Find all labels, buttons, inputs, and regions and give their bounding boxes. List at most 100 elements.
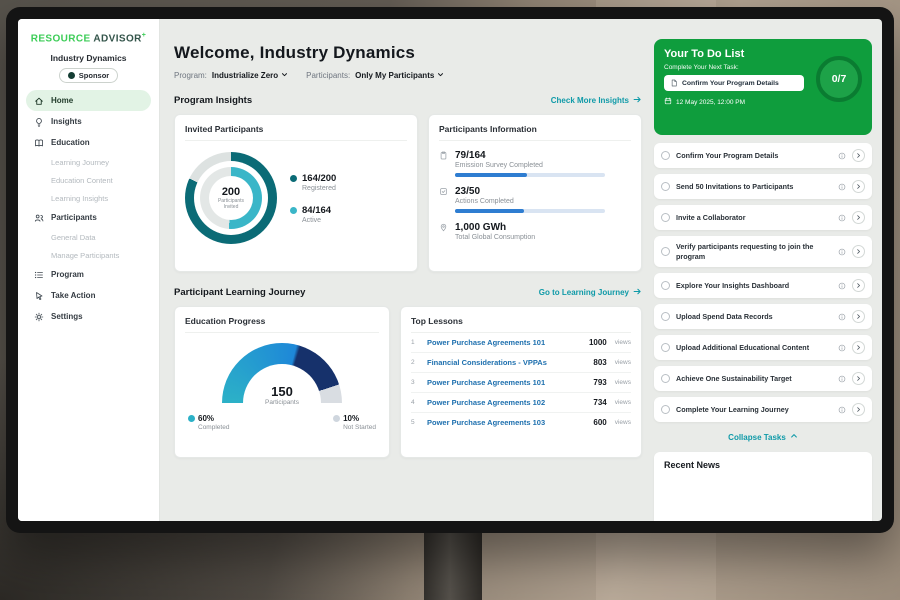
sidebar-item-settings[interactable]: Settings [26, 306, 151, 327]
lesson-rank: 3 [411, 379, 415, 386]
settings-icon [34, 312, 44, 322]
task-checkbox[interactable] [661, 405, 670, 415]
task-row[interactable]: Upload Additional Educational Content [654, 335, 872, 361]
sidebar: RESOURCE ADVISOR+ Industry Dynamics Spon… [18, 19, 160, 521]
chevron-down-icon [281, 71, 288, 80]
task-row[interactable]: Explore Your Insights Dashboard [654, 273, 872, 299]
sidebar-item-education-content[interactable]: Education Content [51, 175, 113, 185]
sidebar-item-education[interactable]: Education [26, 132, 151, 153]
check-more-insights-label: Check More Insights [550, 96, 629, 105]
info-icon[interactable] [838, 183, 846, 191]
screen: RESOURCE ADVISOR+ Industry Dynamics Spon… [18, 19, 882, 521]
lesson-link[interactable]: Power Purchase Agreements 101 [427, 378, 546, 387]
lesson-views-unit: views [614, 419, 631, 426]
todo-progress-ring: 0/7 [816, 56, 862, 102]
invited-center-value: 200 [221, 185, 241, 198]
sidebar-item-learning-journey[interactable]: Learning Journey [51, 157, 109, 167]
task-row[interactable]: Complete Your Learning Journey [654, 397, 872, 423]
sidebar-item-program[interactable]: Program [26, 264, 151, 285]
not-started-label: Not Started [343, 424, 376, 431]
participants-dropdown[interactable]: Only My Participants [355, 71, 444, 80]
invited-participants-card: Invited Participants 200 Participants In… [174, 114, 418, 272]
sidebar-item-home[interactable]: Home [26, 90, 151, 112]
task-label: Upload Spend Data Records [676, 312, 773, 322]
collapse-tasks-label: Collapse Tasks [728, 432, 786, 442]
sidebar-item-take-action[interactable]: Take Action [26, 285, 151, 306]
task-row[interactable]: Confirm Your Program Details [654, 143, 872, 168]
stat-global-consumption: 1,000 GWh Total Global Consumption [439, 222, 631, 241]
lesson-link[interactable]: Power Purchase Agreements 103 [427, 418, 546, 427]
info-icon[interactable] [838, 152, 846, 160]
stat-emission-survey: 79/164 Emission Survey Completed [439, 150, 631, 177]
info-icon[interactable] [838, 214, 846, 222]
sponsor-badge: Sponsor [58, 68, 119, 84]
registered-label: Registered [302, 184, 336, 192]
info-icon[interactable] [838, 313, 846, 321]
sidebar-item-manage-participants[interactable]: Manage Participants [51, 250, 120, 260]
program-dropdown[interactable]: Industrialize Zero [212, 71, 288, 80]
task-checkbox[interactable] [661, 312, 670, 322]
education-center-value: 150 [271, 384, 293, 399]
global-consumption-value: 1,000 GWh [455, 222, 507, 233]
info-icon[interactable] [838, 248, 846, 256]
collapse-tasks-link[interactable]: Collapse Tasks [722, 431, 804, 443]
task-checkbox[interactable] [661, 182, 670, 191]
task-checkbox[interactable] [661, 281, 670, 291]
task-label: Verify participants requesting to join t… [676, 242, 814, 261]
not-started-pct: 10% [343, 414, 360, 423]
task-label: Invite a Collaborator [676, 212, 746, 222]
chevron-right-icon [852, 211, 865, 224]
next-task-box[interactable]: Confirm Your Program Details [664, 75, 804, 91]
task-row[interactable]: Verify participants requesting to join t… [654, 236, 872, 268]
task-checkbox[interactable] [661, 213, 670, 222]
lesson-views-unit: views [614, 379, 631, 386]
sidebar-item-label: Education [51, 138, 90, 148]
task-checkbox[interactable] [661, 151, 670, 160]
emission-survey-progress-bar [455, 173, 605, 177]
sidebar-item-label: Participants [51, 213, 97, 223]
chevron-up-icon [790, 432, 798, 442]
go-to-learning-journey-link[interactable]: Go to Learning Journey [539, 287, 642, 298]
task-row[interactable]: Achieve One Sustainability Target [654, 366, 872, 392]
sidebar-item-participants[interactable]: Participants [26, 207, 151, 228]
lesson-rank: 2 [411, 359, 415, 366]
legend-item-not-started: 10% Not Started [333, 414, 376, 431]
sidebar-item-label: Insights [51, 117, 82, 127]
recent-news-title: Recent News [664, 460, 721, 471]
app-logo: RESOURCE ADVISOR+ [18, 32, 159, 44]
sidebar-item-insights[interactable]: Insights [26, 111, 151, 132]
task-label: Upload Additional Educational Content [676, 343, 810, 353]
task-checkbox[interactable] [661, 247, 670, 257]
task-row[interactable]: Upload Spend Data Records [654, 304, 872, 330]
program-icon [34, 270, 44, 280]
legend-item-active: 84/164 Active [290, 205, 336, 224]
check-more-insights-link[interactable]: Check More Insights [551, 95, 642, 106]
org-name: Industry Dynamics [50, 53, 127, 64]
lesson-views: 793 [593, 378, 607, 387]
task-row[interactable]: Invite a Collaborator [654, 205, 872, 230]
lesson-link[interactable]: Power Purchase Agreements 102 [427, 398, 546, 407]
task-row[interactable]: Send 50 Invitations to Participants [654, 174, 872, 199]
sidebar-item-general-data[interactable]: General Data [51, 232, 96, 242]
active-value: 84/164 [302, 204, 332, 216]
lesson-views: 734 [593, 398, 607, 407]
completed-pct: 60% [198, 414, 215, 423]
chevron-right-icon [852, 310, 865, 324]
lesson-link[interactable]: Power Purchase Agreements 101 [427, 338, 546, 347]
lesson-views: 803 [593, 358, 607, 367]
sidebar-item-learning-insights[interactable]: Learning Insights [51, 193, 109, 203]
info-icon[interactable] [838, 282, 846, 290]
not-started-dot-icon [333, 415, 341, 422]
arrow-right-icon [633, 287, 642, 298]
education-icon [34, 138, 44, 148]
info-icon[interactable] [838, 375, 846, 383]
task-checkbox[interactable] [661, 374, 670, 384]
info-icon[interactable] [838, 406, 846, 414]
lesson-row: 1 Power Purchase Agreements 101 1000 vie… [411, 333, 631, 353]
info-icon[interactable] [838, 344, 846, 352]
lesson-link[interactable]: Financial Considerations - VPPAs [427, 358, 547, 367]
todo-subtitle: Complete Your Next Task: [664, 64, 739, 71]
sidebar-item-label: Settings [51, 312, 83, 322]
sponsor-label: Sponsor [78, 71, 110, 81]
task-checkbox[interactable] [661, 343, 670, 353]
